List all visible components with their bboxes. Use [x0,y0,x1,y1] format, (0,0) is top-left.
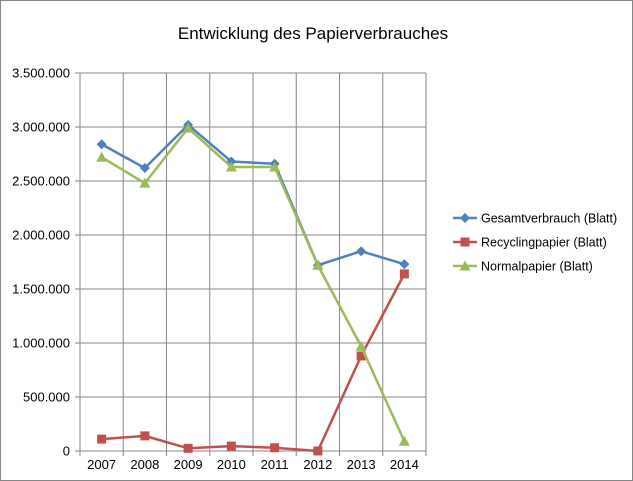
legend-swatch-marker [460,213,470,223]
y-tick-label: 1.000.000 [12,336,70,351]
data-point-triangle [312,259,324,270]
chart-title: Entwicklung des Papierverbrauches [178,24,448,43]
y-tick-label: 2.000.000 [12,228,70,243]
legend-label: Gesamtverbrauch (Blatt) [481,212,617,226]
legend-item-gesamtverbrauch-blatt: Gesamtverbrauch (Blatt) [453,212,617,226]
data-point-triangle [225,161,237,172]
x-tick-labels: 2007 2008 2009 2010 2011 2012 2013 2014 [87,457,419,472]
data-point-square [183,443,193,453]
series-layer [96,119,410,456]
y-tick-label: 500.000 [23,390,70,405]
y-tick-labels: 0 500.000 1.000.000 1.500.000 2.000.000 2.500… [12,66,70,459]
data-point-diamond [139,163,150,174]
x-tick-label: 2014 [390,457,419,472]
data-point-triangle [139,177,151,188]
axes-layer [75,72,427,456]
data-point-triangle [398,435,410,446]
data-point-triangle [355,340,367,351]
data-point-triangle [96,151,108,162]
legend-swatch-marker [459,260,471,271]
legend-label: Normalpapier (Blatt) [481,260,593,274]
data-point-square [270,443,280,453]
data-point-square [97,434,107,444]
grid-layer [80,72,427,451]
series-normalpapier-blatt [96,122,410,446]
legend-item-normalpapier-blatt: Normalpapier (Blatt) [453,260,593,274]
x-tick-label: 2009 [174,457,203,472]
legend-swatch-marker [460,237,470,247]
data-point-triangle [182,122,194,133]
y-tick-label: 0 [63,444,70,459]
data-point-square [140,431,150,441]
y-tick-label: 3.500.000 [12,66,70,81]
x-tick-label: 2013 [347,457,376,472]
data-point-diamond [356,246,367,257]
x-tick-label: 2011 [261,457,289,472]
data-point-triangle [269,161,281,172]
y-tick-label: 1.500.000 [12,282,70,297]
data-point-square [356,351,366,361]
x-tick-label: 2007 [87,457,116,472]
legend: Gesamtverbrauch (Blatt) Recyclingpapier (… [453,212,617,274]
series-line [101,273,406,453]
data-point-diamond [399,259,410,270]
data-point-square [226,441,236,451]
x-tick-label: 2010 [217,457,246,472]
data-point-square [399,269,409,279]
series-line [101,123,405,267]
series-recyclingpapier-blatt [97,269,409,456]
data-point-diamond [96,139,107,150]
series-line [100,126,406,442]
x-tick-label: 2012 [303,457,332,472]
legend-label: Recyclingpapier (Blatt) [481,236,607,250]
data-point-square [313,446,323,456]
y-tick-label: 3.000.000 [12,120,70,135]
x-tick-label: 2008 [130,457,159,472]
y-tick-label: 2.500.000 [12,174,70,189]
legend-item-recyclingpapier-blatt: Recyclingpapier (Blatt) [453,236,607,250]
